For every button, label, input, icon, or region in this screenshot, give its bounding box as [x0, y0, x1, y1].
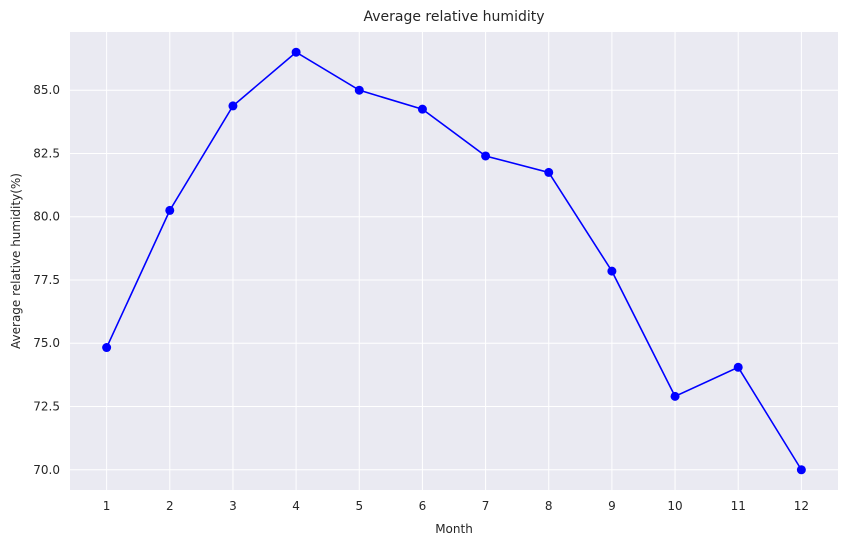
data-point [733, 362, 743, 372]
y-tick-label: 80.0 [33, 210, 60, 224]
x-tick-label: 3 [229, 499, 237, 513]
y-axis-label: Average relative humidity(%) [9, 173, 23, 349]
x-axis-label: Month [435, 522, 473, 536]
data-point [165, 205, 175, 215]
data-point [228, 101, 238, 111]
chart-title: Average relative humidity [363, 9, 544, 25]
plot-background [70, 32, 838, 490]
x-tick-label: 10 [667, 499, 682, 513]
x-tick-label: 6 [419, 499, 427, 513]
data-point [796, 465, 806, 475]
y-tick-label: 72.5 [33, 399, 60, 413]
data-point [670, 391, 680, 401]
x-tick-label: 11 [731, 499, 746, 513]
data-point [607, 266, 617, 276]
x-tick-label: 1 [103, 499, 111, 513]
data-point [354, 85, 364, 95]
x-tick-label: 12 [794, 499, 809, 513]
series-line [105, 51, 803, 471]
y-tick-label: 70.0 [33, 463, 60, 477]
x-tick-label: 9 [608, 499, 616, 513]
data-point [291, 47, 301, 57]
y-tick-label: 82.5 [33, 146, 60, 160]
y-tick-label: 75.0 [33, 336, 60, 350]
y-tick-labels: 70.0 72.5 75.0 77.5 80.0 82.5 85.0 [33, 83, 60, 477]
data-point [417, 104, 427, 114]
data-point [544, 167, 554, 177]
y-tick-label: 85.0 [33, 83, 60, 97]
x-tick-label: 7 [482, 499, 490, 513]
x-tick-label: 2 [166, 499, 174, 513]
x-tick-label: 5 [355, 499, 363, 513]
y-tick-label: 77.5 [33, 273, 60, 287]
x-tick-label: 8 [545, 499, 553, 513]
data-points [102, 47, 806, 475]
x-tick-labels: 1 2 3 4 5 6 7 8 9 10 11 12 [103, 499, 809, 513]
x-tick-label: 4 [292, 499, 300, 513]
data-point [481, 151, 491, 161]
data-point [102, 343, 112, 353]
